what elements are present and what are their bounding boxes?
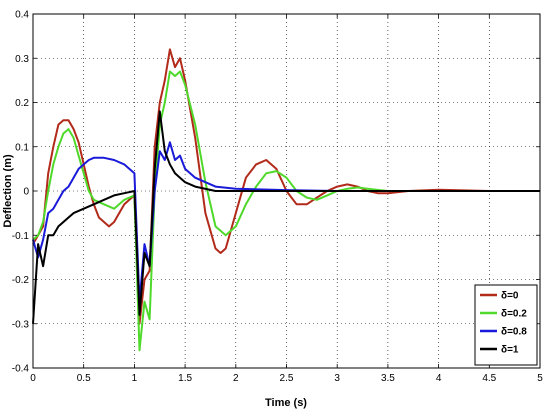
series-line-3 [32,110,540,324]
y-tick-label: -0.3 [12,319,30,330]
x-tick-label: 2 [233,373,239,384]
x-tick-label: 2.5 [280,373,294,384]
y-axis-label: Deflection (m) [2,154,14,228]
legend-box [474,284,538,366]
x-tick-label: 3 [334,373,340,384]
x-axis-label: Time (s) [265,397,307,409]
y-tick-label: 0.4 [15,10,29,21]
x-tick-label: 4 [436,373,442,384]
y-tick-label: -0.1 [12,231,30,242]
y-tick-label: 0.3 [15,54,29,65]
y-tick-label: -0.2 [12,275,30,286]
y-axis-ticks: 0.4 0.3 0.2 0.1 0 -0.1 -0.2 -0.3 -0.4 [12,10,540,375]
x-tick-label: 1 [132,373,138,384]
x-axis-ticks: 0 0.5 1 1.5 2 2.5 3 3.5 4 4.5 5 [30,14,543,384]
legend-label-1: δ=0.2 [501,309,527,320]
x-tick-label: 4.5 [482,373,496,384]
x-tick-label: 0.5 [77,373,91,384]
x-tick-label: 0 [30,373,36,384]
x-tick-label: 1.5 [178,373,192,384]
y-tick-label: 0 [23,187,29,198]
legend-label-2: δ=0.8 [501,327,527,338]
x-tick-label: 5 [537,373,543,384]
legend-label-0: δ=0 [501,291,519,302]
legend: δ=0 δ=0.2 δ=0.8 δ=1 [474,284,538,366]
series-line-0 [32,48,540,325]
y-tick-label: 0.2 [15,98,29,109]
y-tick-label: 0.1 [15,142,29,153]
series-line-1 [32,70,540,352]
y-tick-label: -0.4 [12,364,30,375]
x-tick-label: 3.5 [381,373,395,384]
series-lines [32,48,540,352]
legend-label-3: δ=1 [501,345,519,356]
